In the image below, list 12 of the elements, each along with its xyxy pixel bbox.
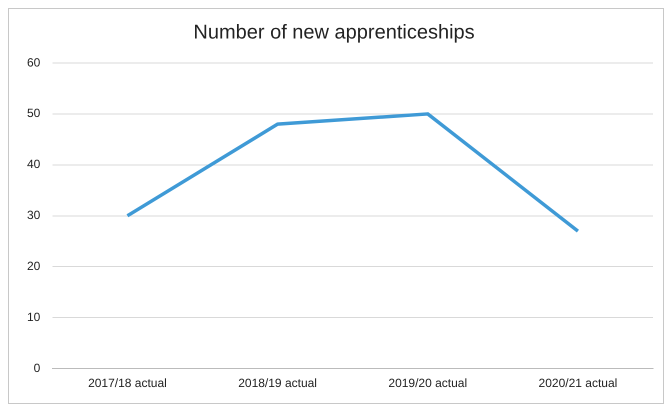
y-tick-label: 0 [34,360,41,375]
y-tick-label: 20 [26,259,41,274]
y-tick-label: 60 [26,55,41,70]
x-tick-label: 2019/20 actual [388,376,468,390]
y-tick-label: 50 [26,106,41,120]
x-tick-label: 2017/18 actual [88,376,167,390]
x-tick-label: 2020/21 actual [538,376,618,390]
y-tick-label: 30 [26,208,41,222]
x-tick-label: 2018/19 actual [238,376,317,390]
y-tick-label: 10 [26,310,41,324]
chart-title: Number of new apprenticeships [193,22,475,44]
y-tick-label: 40 [26,157,41,172]
